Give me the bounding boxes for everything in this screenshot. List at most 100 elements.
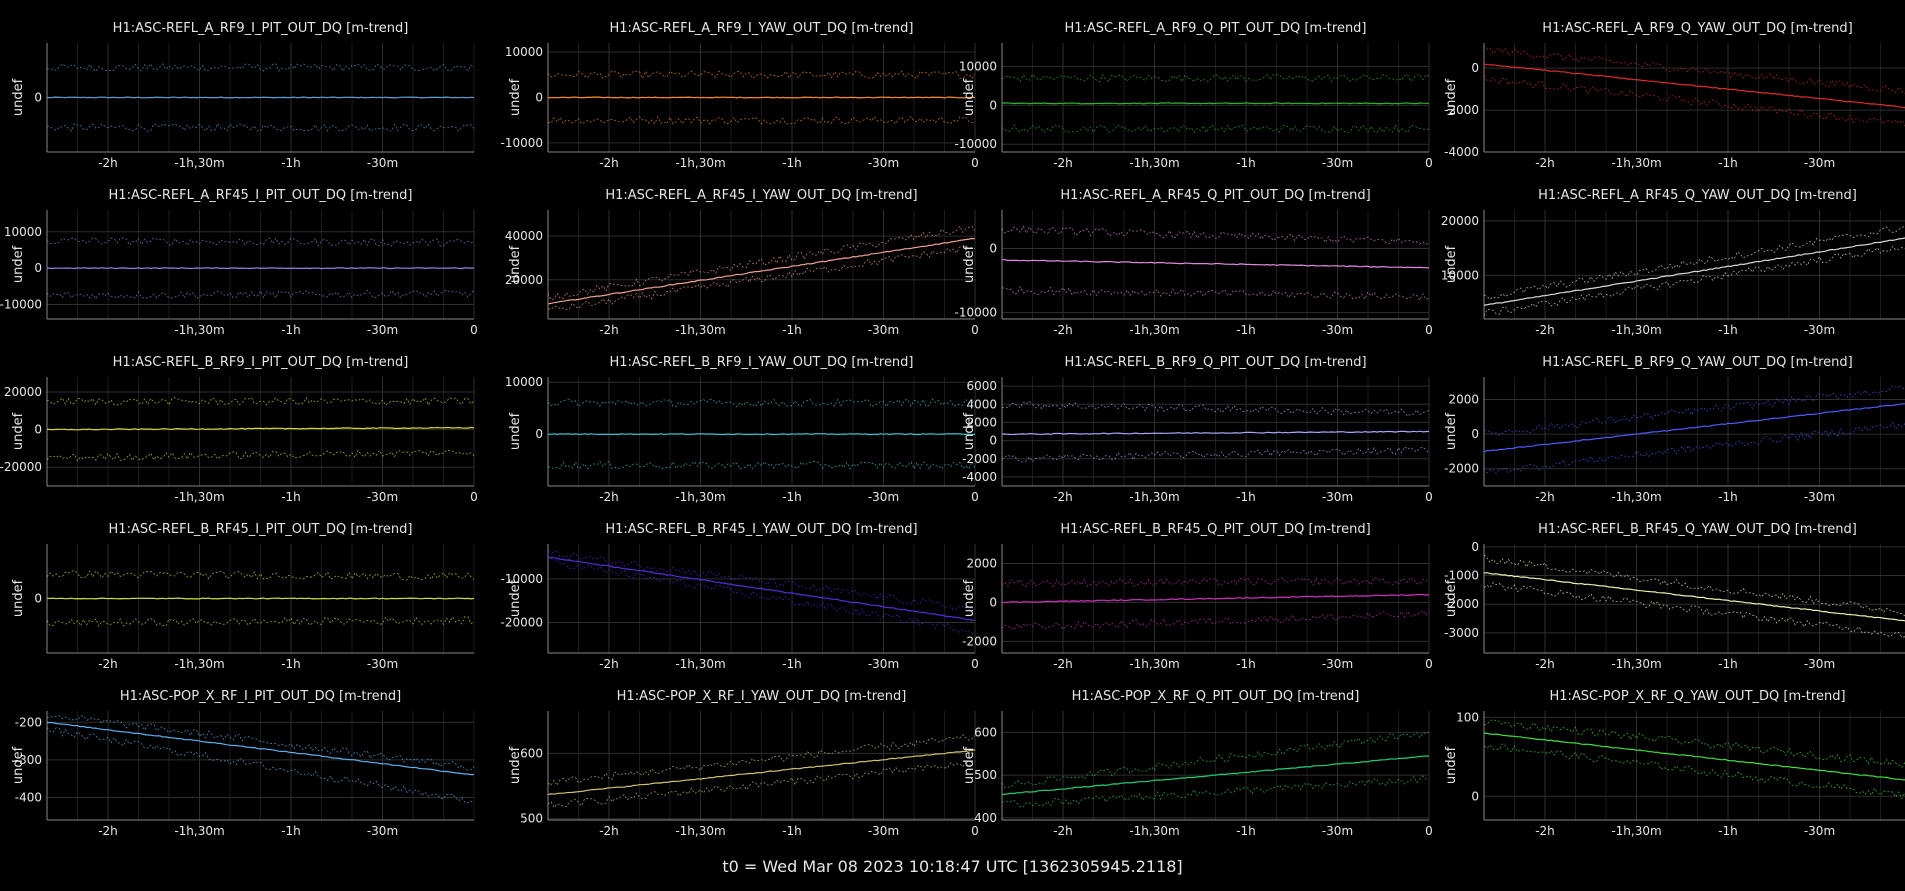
- x-tick-label: -30m: [868, 824, 899, 838]
- y-tick-label: -10000: [0, 297, 42, 311]
- y-tick-label: 10000: [505, 375, 543, 389]
- x-tick-label: -1h: [782, 490, 802, 504]
- y-tick-label: -2000: [1444, 103, 1479, 117]
- gridlines: [1001, 43, 1430, 152]
- y-tick-label: -4000: [1444, 145, 1479, 159]
- y-tick-label: -2000: [1444, 597, 1479, 611]
- chart-panel: H1:ASC-REFL_B_RF9_Q_YAW_OUT_DQ [m-trend]…: [1444, 355, 1905, 504]
- series-line-min: [1484, 75, 1905, 127]
- series-line-mean: [548, 556, 975, 621]
- y-tick-label: -1000: [1444, 569, 1479, 583]
- x-tick-label: 0: [1425, 490, 1433, 504]
- y-tick-label: 0: [535, 427, 543, 441]
- x-tick-label: -1h: [281, 156, 301, 170]
- y-tick-label: 10000: [959, 59, 997, 73]
- series-line-min: [548, 115, 975, 125]
- series-line-max: [1002, 225, 1429, 246]
- x-tick-label: -30m: [1804, 156, 1835, 170]
- x-tick-label: -1h,30m: [1129, 323, 1179, 337]
- x-tick-label: -1h: [1236, 490, 1256, 504]
- x-tick-label: -2h: [1535, 490, 1555, 504]
- series-line-mean: [47, 721, 474, 776]
- y-tick-label: -10000: [954, 306, 997, 320]
- y-tick-label: 0: [34, 91, 42, 105]
- x-tick-label: -1h,30m: [1611, 156, 1661, 170]
- y-tick-label: 0: [1471, 427, 1479, 441]
- x-tick-label: -2h: [599, 824, 619, 838]
- chart-panel: H1:ASC-REFL_B_RF9_I_YAW_OUT_DQ [m-trend]…: [505, 355, 979, 504]
- x-tick-label: -1h: [1236, 824, 1256, 838]
- x-tick-label: -30m: [367, 323, 398, 337]
- chart-panel: H1:ASC-POP_X_RF_I_YAW_OUT_DQ [m-trend] 50…: [508, 689, 979, 838]
- x-tick-label: -2h: [1535, 323, 1555, 337]
- y-axis-label: undef: [962, 412, 977, 450]
- series-line-min: [47, 449, 474, 462]
- x-tick-label: 0: [1425, 323, 1433, 337]
- x-tick-label: -1h,30m: [1129, 824, 1179, 838]
- y-axis-label: undef: [11, 78, 26, 116]
- y-tick-label: 0: [989, 98, 997, 112]
- y-axis-label: undef: [962, 746, 977, 784]
- y-axis-label: undef: [11, 579, 26, 617]
- chart-panel: H1:ASC-REFL_B_RF45_I_YAW_OUT_DQ [m-trend…: [500, 522, 978, 671]
- chart-title: H1:ASC-REFL_B_RF45_Q_YAW_OUT_DQ [m-trend…: [1538, 522, 1857, 537]
- series-line-min: [548, 460, 975, 470]
- x-tick-label: -30m: [1322, 156, 1353, 170]
- y-axis-label: undef: [962, 78, 977, 116]
- x-tick-label: -30m: [1804, 323, 1835, 337]
- series-line-mean: [548, 96, 975, 99]
- y-axis-label: undef: [508, 579, 523, 617]
- y-tick-label: 400: [974, 811, 997, 825]
- series-line-mean: [1002, 102, 1429, 105]
- series-line-min: [1002, 124, 1429, 134]
- y-tick-label: -4000: [962, 470, 997, 484]
- x-tick-label: -1h,30m: [174, 323, 224, 337]
- chart-title: H1:ASC-POP_X_RF_Q_YAW_OUT_DQ [m-trend]: [1549, 689, 1845, 704]
- x-tick-label: -1h: [1236, 657, 1256, 671]
- series-line-mean: [1484, 237, 1905, 306]
- x-tick-label: -1h,30m: [675, 824, 725, 838]
- chart-title: H1:ASC-REFL_B_RF45_I_YAW_OUT_DQ [m-trend…: [605, 522, 917, 537]
- x-tick-label: -2h: [98, 156, 118, 170]
- chart-panel: H1:ASC-REFL_A_RF45_I_YAW_OUT_DQ [m-trend…: [505, 188, 979, 337]
- x-tick-label: 0: [1425, 824, 1433, 838]
- x-tick-label: 0: [971, 323, 979, 337]
- x-tick-label: 0: [971, 490, 979, 504]
- gridlines: [547, 210, 976, 319]
- chart-title: H1:ASC-REFL_A_RF45_Q_YAW_OUT_DQ [m-trend…: [1538, 188, 1857, 203]
- series-line-min: [1484, 245, 1905, 317]
- chart-panel: H1:ASC-REFL_A_RF9_I_PIT_OUT_DQ [m-trend]…: [11, 21, 475, 170]
- x-tick-label: -30m: [367, 657, 398, 671]
- x-tick-label: -30m: [868, 156, 899, 170]
- y-tick-label: 0: [989, 434, 997, 448]
- y-tick-label: -10000: [954, 137, 997, 151]
- x-tick-label: 0: [470, 323, 478, 337]
- series-line-min: [47, 122, 474, 132]
- series-line-max: [548, 734, 975, 787]
- x-tick-label: -1h,30m: [1129, 156, 1179, 170]
- y-tick-label: -400: [15, 790, 42, 804]
- chart-title: H1:ASC-REFL_B_RF45_I_PIT_OUT_DQ [m-trend…: [109, 522, 413, 537]
- y-tick-label: -2000: [962, 634, 997, 648]
- chart-panel: H1:ASC-POP_X_RF_Q_PIT_OUT_DQ [m-trend] 40…: [962, 689, 1433, 838]
- chart-title: H1:ASC-POP_X_RF_I_PIT_OUT_DQ [m-trend]: [120, 689, 401, 704]
- x-tick-label: -30m: [1322, 323, 1353, 337]
- y-axis-label: undef: [508, 245, 523, 283]
- y-tick-label: 4000: [966, 397, 997, 411]
- x-tick-label: -1h: [1718, 156, 1738, 170]
- y-axis-label: undef: [11, 245, 26, 283]
- y-tick-label: 0: [34, 592, 42, 606]
- series-line-min: [1484, 582, 1905, 638]
- series-line-max: [548, 549, 975, 612]
- x-tick-label: -1h,30m: [675, 323, 725, 337]
- chart-title: H1:ASC-REFL_A_RF45_I_PIT_OUT_DQ [m-trend…: [109, 188, 413, 203]
- y-tick-label: 10000: [505, 45, 543, 59]
- x-tick-label: 0: [1425, 657, 1433, 671]
- y-tick-label: -300: [15, 753, 42, 767]
- x-tick-label: -2h: [599, 323, 619, 337]
- series-line-mean: [47, 96, 474, 99]
- series-line-max: [548, 70, 975, 80]
- x-tick-label: -2h: [98, 824, 118, 838]
